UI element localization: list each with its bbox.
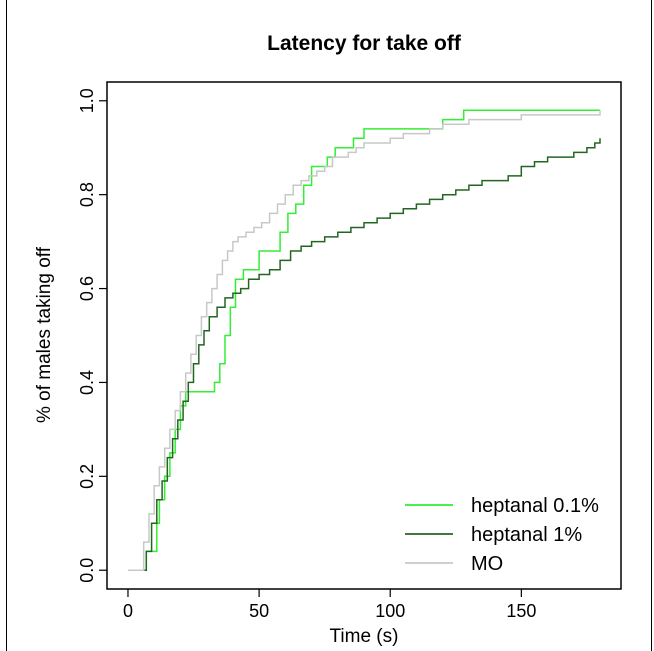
x-axis-label: Time (s) <box>330 626 399 647</box>
x-tick-label-0: 0 <box>123 601 133 621</box>
y-tick-label-3: 0.6 <box>77 276 97 301</box>
chart-title: Latency for take off <box>267 32 462 55</box>
legend-label-2: MO <box>471 553 503 575</box>
y-tick-label-4: 0.8 <box>77 182 97 207</box>
y-axis-label: % of males taking off <box>34 246 55 423</box>
y-tick-label-2: 0.4 <box>77 370 97 395</box>
x-tick-label-2: 100 <box>375 601 405 621</box>
series-line-1 <box>128 138 601 571</box>
legend-label-0: heptanal 0.1% <box>471 495 599 517</box>
y-tick-label-1: 0.2 <box>77 464 97 489</box>
figure-frame <box>6 0 652 651</box>
tick-layer: 0 50 100 150 0.0 0.2 0.4 0.6 0.8 1.0 <box>77 88 536 621</box>
legend: heptanal 0.1% heptanal 1% MO <box>405 495 599 575</box>
series-layer <box>128 109 601 571</box>
x-tick-label-3: 150 <box>506 601 536 621</box>
x-tick-label-1: 50 <box>249 601 269 621</box>
legend-label-1: heptanal 1% <box>471 524 582 546</box>
y-tick-label-5: 1.0 <box>77 88 97 113</box>
series-line-2 <box>128 110 601 571</box>
series-line-0 <box>128 109 600 571</box>
y-tick-label-0: 0.0 <box>77 558 97 583</box>
plot-box <box>106 81 622 590</box>
